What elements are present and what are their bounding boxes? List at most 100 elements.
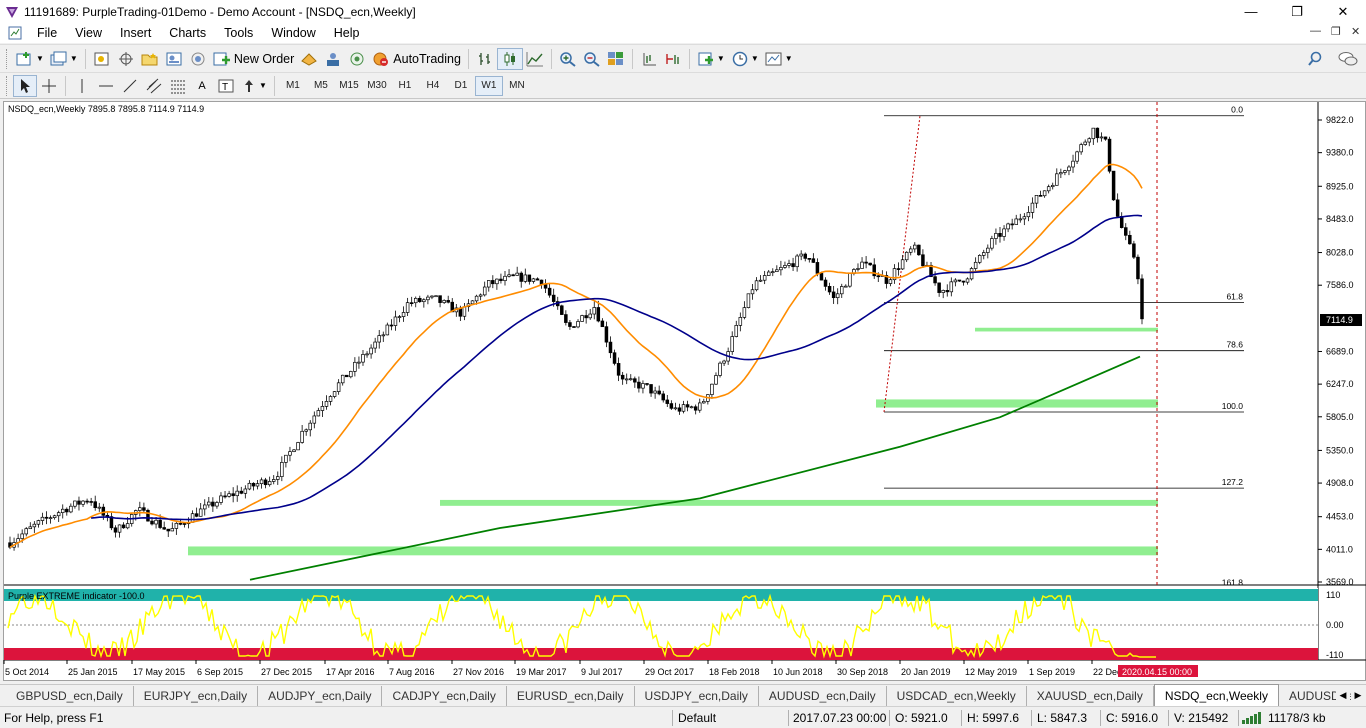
zoom-in-button[interactable] bbox=[556, 48, 580, 70]
timeframe-d1[interactable]: D1 bbox=[454, 80, 468, 91]
status-traffic: 11178/3 kb bbox=[1268, 711, 1326, 725]
indicators-button[interactable]: ▼ bbox=[694, 48, 728, 70]
tab-eurusd-daily[interactable]: EURUSD_ecn,Daily bbox=[507, 686, 635, 706]
candlestick-button[interactable] bbox=[496, 47, 523, 70]
menu-bar: File View Insert Charts Tools Window Hel… bbox=[0, 23, 1366, 43]
text-label-button[interactable]: T bbox=[214, 75, 238, 97]
candle-body-254 bbox=[1038, 195, 1043, 197]
text-tool-button[interactable]: A bbox=[190, 75, 214, 97]
cursor-tool-button[interactable] bbox=[13, 74, 37, 97]
menu-charts[interactable]: Charts bbox=[169, 26, 207, 40]
candle-body-140 bbox=[576, 321, 580, 328]
candle-body-190 bbox=[779, 267, 783, 271]
tab-audusd-daily[interactable]: AUDUSD_ecn,Daily bbox=[759, 686, 887, 706]
timeframe-h1[interactable]: H1 bbox=[398, 80, 412, 91]
metaeditor-button[interactable] bbox=[297, 48, 321, 70]
timeframe-m15[interactable]: M15 bbox=[339, 80, 359, 91]
candle-body-143 bbox=[588, 313, 592, 319]
experts-button[interactable] bbox=[321, 48, 345, 70]
candle-body-74 bbox=[308, 422, 312, 431]
trendline-button[interactable] bbox=[118, 75, 142, 97]
timeframe-m30[interactable]: M30 bbox=[367, 80, 387, 91]
minimize-button[interactable]: — bbox=[1228, 0, 1274, 23]
tab-usdjpy-daily[interactable]: USDJPY_ecn,Daily bbox=[635, 686, 759, 706]
close-button[interactable]: ✕ bbox=[1320, 0, 1366, 23]
menu-help[interactable]: Help bbox=[333, 26, 360, 40]
menu-view[interactable]: View bbox=[75, 26, 103, 40]
tab-scroll-left[interactable]: ◀ bbox=[1336, 686, 1350, 704]
restore-button[interactable]: ❐ bbox=[1274, 0, 1320, 23]
new-chart-button[interactable]: ▼ bbox=[13, 48, 47, 70]
chat-button[interactable] bbox=[1335, 48, 1361, 70]
time-marker-box bbox=[1118, 665, 1198, 677]
mdi-close-button[interactable]: ✕ bbox=[1351, 26, 1361, 38]
mdi-minimize-button[interactable]: — bbox=[1310, 25, 1321, 37]
time-label-13: 30 Sep 2018 bbox=[837, 667, 888, 677]
fibonacci-button[interactable] bbox=[166, 75, 190, 97]
menu-file[interactable]: File bbox=[37, 26, 58, 40]
fib-label-0: 0.0 bbox=[1231, 105, 1243, 115]
horizontal-line-icon bbox=[99, 85, 113, 86]
tab-xauusd-daily[interactable]: XAUUSD_ecn,Daily bbox=[1027, 686, 1154, 706]
tab-nsdq-weekly[interactable]: NSDQ_ecn,Weekly bbox=[1153, 684, 1279, 706]
restore-icon: ❐ bbox=[1291, 3, 1303, 19]
indicator-axis-label-0: 110 bbox=[1326, 590, 1340, 600]
timeframe-m1[interactable]: M1 bbox=[285, 80, 300, 91]
candle-body-69 bbox=[288, 451, 292, 456]
chevron-left-icon: ◀ bbox=[1339, 689, 1347, 700]
timeframe-h4[interactable]: H4 bbox=[426, 80, 440, 91]
arrows-button[interactable]: ▼ bbox=[238, 75, 270, 97]
candle-body-87 bbox=[361, 354, 365, 363]
candle-body-256 bbox=[1046, 186, 1051, 192]
candle-body-129 bbox=[531, 278, 536, 282]
candle-body-93 bbox=[385, 324, 390, 336]
market-watch-button[interactable] bbox=[90, 48, 114, 70]
candle-body-241 bbox=[986, 247, 990, 253]
strategy-tester-button[interactable] bbox=[186, 48, 210, 70]
price-chart[interactable]: 0.0 61.8 78.6 100.0 127.2 161.8 9822.0 9380.0 89… bbox=[0, 0, 1366, 684]
timeframe-mn[interactable]: MN bbox=[509, 80, 525, 91]
terminal-button[interactable] bbox=[162, 48, 186, 70]
new-order-button[interactable]: New Order bbox=[210, 48, 297, 70]
autoscroll-button[interactable] bbox=[661, 48, 685, 70]
vertical-line-button[interactable] bbox=[70, 75, 94, 97]
tab-scroll-right[interactable]: ▶ bbox=[1351, 686, 1365, 704]
profiles-button[interactable]: ▼ bbox=[47, 48, 81, 70]
data-window-button[interactable] bbox=[114, 48, 138, 70]
candle-body-101 bbox=[418, 297, 422, 303]
menu-insert[interactable]: Insert bbox=[120, 26, 152, 40]
zoom-out-button[interactable] bbox=[580, 48, 604, 70]
menu-tools[interactable]: Tools bbox=[224, 26, 254, 40]
periods-button[interactable]: ▼ bbox=[728, 48, 762, 70]
channel-button[interactable] bbox=[142, 75, 166, 97]
tab-audjpy-daily[interactable]: AUDJPY_ecn,Daily bbox=[258, 686, 383, 706]
crosshair-tool-button[interactable] bbox=[37, 75, 61, 97]
candle-body-180 bbox=[738, 317, 743, 326]
status-low: L: 5847.3 bbox=[1037, 711, 1088, 725]
oneclick-button[interactable] bbox=[345, 48, 369, 70]
autotrading-button[interactable]: AutoTrading bbox=[369, 48, 464, 70]
chart-shift-button[interactable] bbox=[637, 48, 661, 70]
tab-gbpusd-daily[interactable]: GBPUSD_ecn,Daily bbox=[6, 686, 134, 706]
navigator-button[interactable] bbox=[138, 48, 162, 70]
time-marker-label: 2020.04.15 00:00 bbox=[1122, 667, 1192, 677]
timeframe-w1[interactable]: W1 bbox=[474, 75, 503, 96]
mdi-restore-button[interactable]: ❐ bbox=[1331, 26, 1341, 38]
horizontal-line-button[interactable] bbox=[94, 75, 118, 97]
timeframe-m5[interactable]: M5 bbox=[313, 80, 328, 91]
templates-button[interactable]: ▼ bbox=[762, 48, 796, 70]
tab-cadjpy-daily[interactable]: CADJPY_ecn,Daily bbox=[382, 686, 507, 706]
time-label-3: 6 Sep 2015 bbox=[197, 667, 243, 677]
line-chart-button[interactable] bbox=[523, 48, 547, 70]
bar-chart-button[interactable] bbox=[473, 48, 497, 70]
fibonacci-icon bbox=[171, 80, 185, 93]
tab-eurjpy-daily[interactable]: EURJPY_ecn,Daily bbox=[134, 686, 259, 706]
fib-label-3: 100.0 bbox=[1222, 401, 1244, 411]
candle-body-49 bbox=[207, 501, 211, 506]
search-button[interactable] bbox=[1303, 48, 1327, 70]
tile-windows-button[interactable] bbox=[604, 48, 628, 70]
candle-body-269 bbox=[1099, 136, 1104, 139]
tab-usdcad-weekly[interactable]: USDCAD_ecn,Weekly bbox=[887, 686, 1027, 706]
bar-chart-icon bbox=[478, 52, 490, 65]
menu-window[interactable]: Window bbox=[271, 26, 316, 40]
